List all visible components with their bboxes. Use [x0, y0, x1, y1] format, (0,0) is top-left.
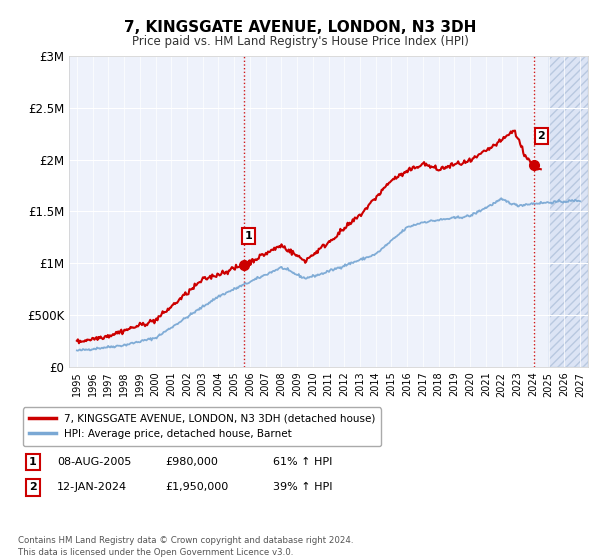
Text: £980,000: £980,000	[165, 457, 218, 467]
Text: Contains HM Land Registry data © Crown copyright and database right 2024.
This d: Contains HM Land Registry data © Crown c…	[18, 536, 353, 557]
Text: 61% ↑ HPI: 61% ↑ HPI	[273, 457, 332, 467]
Bar	[548, 56, 588, 367]
Legend: 7, KINGSGATE AVENUE, LONDON, N3 3DH (detached house), HPI: Average price, detach: 7, KINGSGATE AVENUE, LONDON, N3 3DH (det…	[23, 408, 382, 446]
Text: Price paid vs. HM Land Registry's House Price Index (HPI): Price paid vs. HM Land Registry's House …	[131, 35, 469, 48]
Text: £1,950,000: £1,950,000	[165, 482, 228, 492]
Text: 2: 2	[538, 131, 545, 141]
Text: 1: 1	[244, 231, 252, 241]
Text: 2: 2	[29, 482, 37, 492]
Text: 08-AUG-2005: 08-AUG-2005	[57, 457, 131, 467]
Text: 1: 1	[29, 457, 37, 467]
Text: 39% ↑ HPI: 39% ↑ HPI	[273, 482, 332, 492]
Text: 12-JAN-2024: 12-JAN-2024	[57, 482, 127, 492]
Text: 7, KINGSGATE AVENUE, LONDON, N3 3DH: 7, KINGSGATE AVENUE, LONDON, N3 3DH	[124, 20, 476, 35]
